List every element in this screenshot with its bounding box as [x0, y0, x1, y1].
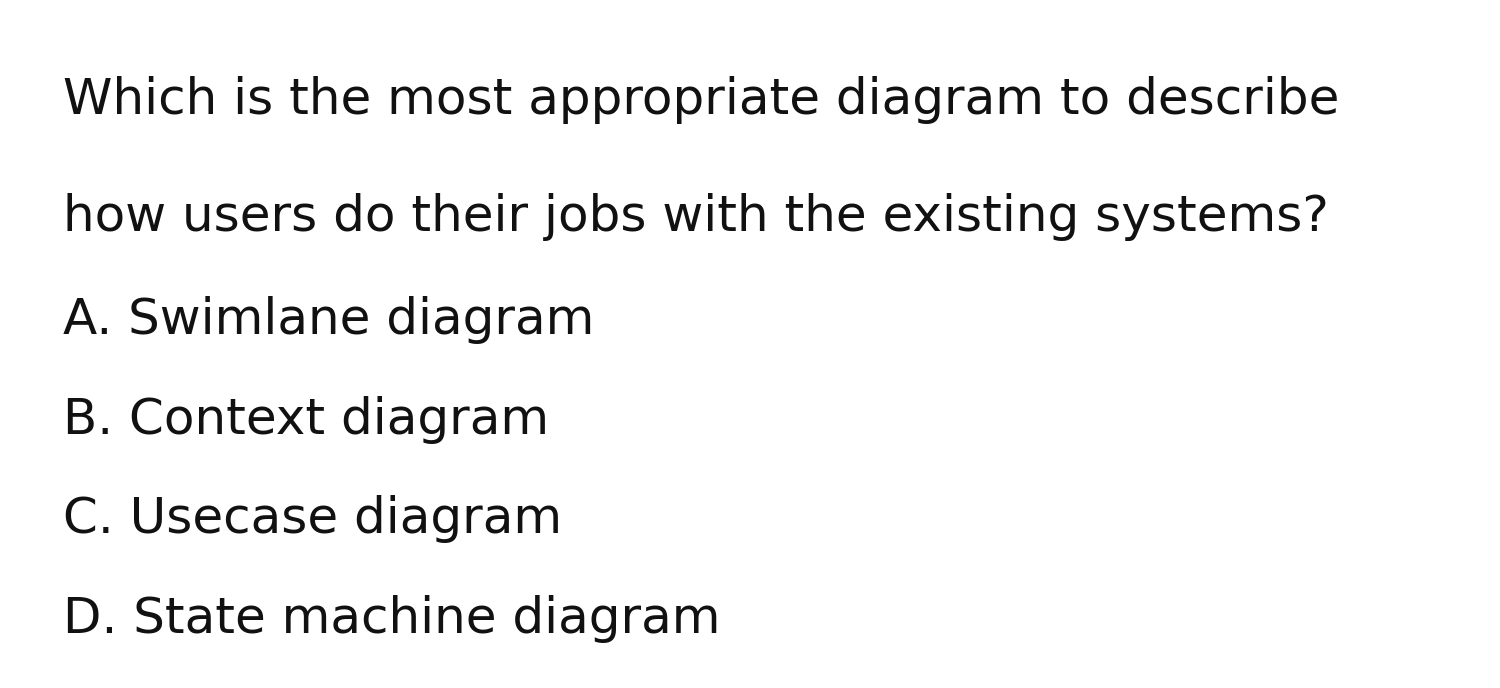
- Text: Which is the most appropriate diagram to describe: Which is the most appropriate diagram to…: [63, 76, 1340, 124]
- Text: C. Usecase diagram: C. Usecase diagram: [63, 495, 562, 544]
- Text: D. State machine diagram: D. State machine diagram: [63, 595, 720, 643]
- Text: A. Swimlane diagram: A. Swimlane diagram: [63, 296, 594, 344]
- Text: B. Context diagram: B. Context diagram: [63, 396, 549, 444]
- Text: how users do their jobs with the existing systems?: how users do their jobs with the existin…: [63, 193, 1329, 241]
